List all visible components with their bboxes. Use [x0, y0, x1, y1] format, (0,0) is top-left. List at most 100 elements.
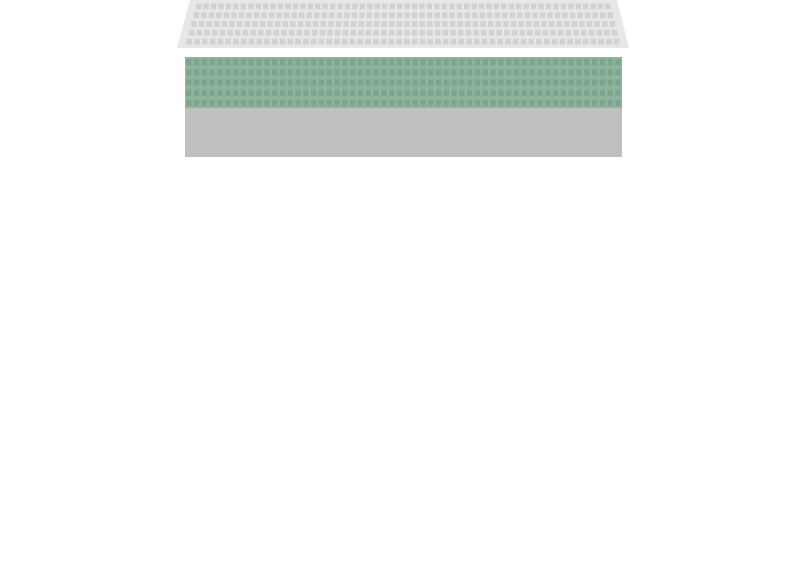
upper-seat [341, 38, 348, 45]
upper-seat [442, 29, 449, 36]
upper-seat [396, 12, 403, 19]
upper-seat [471, 3, 477, 10]
upper-seat [319, 29, 326, 36]
upper-seat [464, 12, 470, 19]
lower-seat [201, 59, 208, 66]
upper-seat [359, 12, 365, 19]
upper-seat [334, 38, 340, 45]
lower-seat [584, 79, 590, 86]
upper-seat [194, 38, 200, 45]
lower-seat [607, 89, 613, 96]
lower-seat [412, 79, 418, 86]
lower-seat [318, 89, 325, 96]
lower-seat [279, 79, 286, 86]
lower-seat [545, 99, 551, 106]
upper-seat [579, 21, 585, 27]
upper-seat [606, 38, 612, 45]
lower-seat [342, 89, 348, 96]
upper-seat [209, 38, 216, 45]
upper-seat [597, 3, 604, 10]
upper-seat [556, 21, 562, 27]
upper-seat [273, 29, 279, 36]
upper-seat [604, 29, 610, 36]
upper-seat [381, 12, 388, 19]
lower-seat [248, 69, 254, 76]
lower-seat [240, 59, 247, 66]
upper-seat [344, 12, 350, 19]
upper-seat [487, 12, 493, 19]
upper-seat [233, 3, 239, 10]
lower-seat [568, 59, 574, 66]
lower-seat [373, 79, 379, 86]
upper-seat [548, 21, 555, 27]
lower-seat [186, 59, 192, 66]
upper-seat [193, 12, 199, 19]
upper-seat [304, 29, 310, 36]
lower-seat [342, 69, 348, 76]
lower-seat [303, 99, 309, 106]
lower-seat [287, 59, 293, 66]
lower-seat [318, 79, 325, 86]
upper-seat [542, 29, 549, 36]
upper-seat [321, 12, 327, 19]
lower-seat [342, 99, 348, 106]
upper-seat [457, 12, 463, 19]
lower-seat [545, 69, 551, 76]
lower-seat [350, 89, 356, 96]
lower-seat [194, 69, 200, 76]
lower-seat [396, 79, 403, 86]
lower-seat [357, 89, 364, 96]
lower-seat [576, 59, 582, 66]
upper-seat [494, 12, 500, 19]
upper-seat [201, 12, 207, 19]
upper-seat [221, 21, 228, 27]
lower-seat [295, 99, 301, 106]
upper-seat [464, 3, 470, 10]
upper-seat [538, 3, 544, 10]
upper-seat [592, 12, 598, 19]
upper-seat [295, 38, 301, 45]
lower-seat [240, 99, 247, 106]
upper-seat [216, 12, 222, 19]
upper-seat [191, 21, 197, 27]
upper-seat [335, 21, 342, 27]
upper-seat [307, 3, 313, 10]
upper-seat [517, 12, 523, 19]
upper-seat [350, 29, 356, 36]
upper-seat [320, 21, 327, 27]
upper-seat [489, 38, 496, 45]
lower-seat [233, 59, 239, 66]
lower-seat [591, 59, 598, 66]
upper-seat [404, 3, 410, 10]
upper-seat [528, 38, 534, 45]
upper-seat [434, 21, 441, 27]
upper-seat [501, 3, 507, 10]
lower-seat [428, 59, 434, 66]
lower-seat [545, 59, 551, 66]
upper-seat [450, 38, 457, 45]
upper-seat [594, 21, 600, 27]
lower-seat [248, 99, 254, 106]
lower-seat [482, 89, 488, 96]
lower-seat [529, 59, 535, 66]
lower-seat [529, 69, 535, 76]
upper-seat [326, 38, 332, 45]
upper-seat [573, 29, 579, 36]
lower-seat [334, 79, 340, 86]
lower-seat [279, 59, 286, 66]
lower-seat [311, 69, 317, 76]
lower-seat [256, 69, 262, 76]
lower-seat [420, 99, 426, 106]
lower-seat [599, 59, 605, 66]
lower-seat [334, 89, 340, 96]
lower-seat [334, 99, 340, 106]
upper-seat [290, 21, 296, 27]
lower-seat [194, 59, 200, 66]
upper-seat [419, 29, 426, 36]
lower-seat [404, 79, 410, 86]
upper-seat [238, 12, 245, 19]
lower-seat [365, 79, 371, 86]
upper-seat [473, 29, 479, 36]
lower-seat [513, 99, 520, 106]
upper-seat [287, 38, 294, 45]
